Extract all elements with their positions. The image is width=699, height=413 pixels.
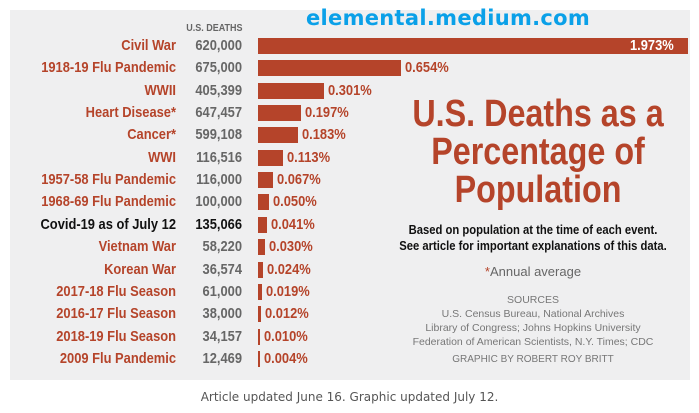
- deaths-value: 12,469: [202, 349, 242, 367]
- deaths-value: 620,000: [195, 37, 242, 54]
- bar: [258, 306, 261, 323]
- deaths-value: 116,516: [196, 148, 242, 166]
- bar: [258, 239, 265, 256]
- chart-row: 2018-19 Flu Season 34,157 0.010%: [0, 327, 699, 349]
- asterisk: *: [484, 264, 490, 279]
- title-line: Population: [454, 169, 622, 211]
- chart-row: Vietnam War 58,220 0.030%: [0, 237, 699, 259]
- category-label: Vietnam War: [98, 238, 176, 256]
- deaths-value: 61,000: [202, 282, 242, 300]
- deaths-value: 58,220: [202, 238, 242, 256]
- article-caption: Article updated June 16. Graphic updated…: [200, 390, 499, 404]
- bar: [258, 127, 298, 144]
- category-label: Cancer*: [127, 126, 176, 144]
- bar: [258, 82, 324, 99]
- chart-row: 2016-17 Flu Season 38,000 0.012%: [0, 304, 699, 326]
- chart-row: 2017-18 Flu Season 61,000 0.019%: [0, 282, 699, 304]
- deaths-value: 405,399: [195, 81, 242, 99]
- footnote: *Annual average: [375, 264, 691, 280]
- percent-label: 0.113%: [286, 148, 330, 166]
- bar: [258, 283, 263, 300]
- percent-label: 0.004%: [264, 349, 308, 367]
- column-header: U.S. DEATHS: [186, 23, 243, 34]
- percent-label: 0.067%: [276, 171, 321, 189]
- title-line: U.S. Deaths as a: [412, 93, 664, 135]
- bar: [258, 216, 267, 233]
- deaths-value: 647,457: [195, 104, 242, 122]
- title-line: Percentage of: [431, 131, 645, 173]
- category-label: Civil War: [121, 37, 176, 54]
- bar: [258, 350, 260, 367]
- chart-row: Covid-19 as of July 12 135,066 0.041%: [0, 215, 699, 237]
- category-label: Heart Disease*: [85, 104, 176, 122]
- percent-label: 0.197%: [304, 104, 349, 122]
- category-label: 2017-18 Flu Season: [56, 282, 176, 300]
- deaths-value: 675,000: [195, 59, 242, 77]
- percent-label: 0.012%: [264, 305, 309, 323]
- chart-row: Civil War 620,000 1.973%: [0, 36, 699, 58]
- bar: [258, 149, 283, 166]
- category-label: WWII: [144, 81, 176, 99]
- chart-row: Korean War 36,574 0.024%: [0, 260, 699, 282]
- deaths-value: 135,066: [195, 215, 242, 233]
- bar: [258, 261, 264, 278]
- percent-label: 0.050%: [272, 193, 317, 211]
- chart-subtitle: Based on population at the time of each …: [362, 222, 699, 254]
- source-line: Federation of American Scientists, N.Y. …: [412, 336, 654, 348]
- category-label: 2016-17 Flu Season: [56, 305, 176, 323]
- percent-label: 0.019%: [266, 282, 310, 300]
- subtitle-line: Based on population at the time of each …: [408, 223, 658, 237]
- sources-heading: SOURCES: [507, 294, 559, 306]
- deaths-value: 34,157: [202, 327, 242, 345]
- deaths-value: 116,000: [196, 171, 242, 189]
- deaths-value: 38,000: [202, 305, 242, 323]
- percent-label: 1.973%: [630, 37, 674, 54]
- bar: [258, 172, 273, 189]
- chart-row: 1957-58 Flu Pandemic 116,000 0.067%: [0, 170, 699, 192]
- chart-row: WWII 405,399 0.301%: [0, 81, 699, 103]
- sources: SOURCES U.S. Census Bureau, National Arc…: [365, 293, 699, 349]
- bar: [258, 60, 401, 77]
- percent-label: 0.024%: [267, 260, 311, 278]
- percent-label: 0.301%: [327, 81, 372, 99]
- category-label: 1957-58 Flu Pandemic: [41, 171, 176, 189]
- source-line: Library of Congress; Johns Hopkins Unive…: [425, 322, 641, 334]
- category-label: Covid-19 as of July 12: [40, 215, 176, 233]
- source-line: U.S. Census Bureau, National Archives: [441, 308, 625, 320]
- category-label: WWI: [148, 148, 176, 166]
- deaths-value: 36,574: [202, 260, 242, 278]
- bar: [258, 105, 301, 122]
- chart-row: 2009 Flu Pandemic 12,469 0.004%: [0, 349, 699, 371]
- percent-label: 0.010%: [264, 327, 308, 345]
- bar: [258, 328, 261, 345]
- bar: [258, 38, 689, 54]
- chart-row: Heart Disease* 647,457 0.197%: [0, 103, 699, 125]
- percent-label: 0.183%: [301, 126, 346, 144]
- percent-label: 0.030%: [268, 238, 313, 256]
- chart-row: 1968-69 Flu Pandemic 100,000 0.050%: [0, 192, 699, 214]
- chart-row: 1918-19 Flu Pandemic 675,000 0.654%: [0, 58, 699, 80]
- bar: [258, 194, 269, 211]
- deaths-value: 100,000: [195, 193, 242, 211]
- watermark: elemental.medium.com: [306, 6, 591, 30]
- percent-label: 0.654%: [404, 59, 449, 77]
- category-label: Korean War: [104, 260, 176, 278]
- category-label: 2009 Flu Pandemic: [59, 349, 176, 367]
- chart-row: WWI 116,516 0.113%: [0, 148, 699, 170]
- graphic-credit: GRAPHIC BY ROBERT ROY BRITT: [452, 354, 614, 365]
- chart-title: U.S. Deaths as a Percentage of Populatio…: [381, 95, 696, 209]
- chart-row: Cancer* 599,108 0.183%: [0, 125, 699, 147]
- footnote-text: Annual average: [489, 264, 582, 279]
- category-label: 1968-69 Flu Pandemic: [41, 193, 176, 211]
- category-label: 2018-19 Flu Season: [56, 327, 176, 345]
- category-label: 1918-19 Flu Pandemic: [41, 59, 176, 77]
- percent-label: 0.041%: [270, 215, 315, 233]
- deaths-value: 599,108: [195, 126, 242, 144]
- subtitle-line: See article for important explanations o…: [399, 239, 667, 253]
